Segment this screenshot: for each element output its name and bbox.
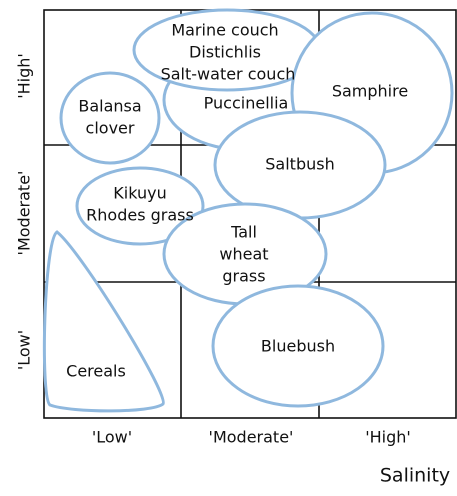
region-label: wheat — [219, 245, 268, 264]
region-label: Kikuyu — [113, 184, 166, 203]
y-axis-label: 'Low' — [15, 330, 34, 370]
region-shape — [59, 71, 161, 165]
region-label: Puccinellia — [204, 94, 289, 113]
region-labels: Puccinellia Marine couch Distichlis Salt… — [66, 21, 408, 381]
region-label: Balansa — [78, 97, 141, 116]
y-axis-label: 'Moderate' — [15, 171, 34, 256]
x-axis-label: 'Low' — [92, 428, 132, 447]
region-shape — [211, 284, 385, 408]
region-label: Salt-water couch — [161, 65, 296, 84]
region-label: Marine couch — [171, 21, 278, 40]
region-label: grass — [222, 267, 265, 286]
x-axis-label: 'Moderate' — [209, 428, 294, 447]
region-label: Samphire — [332, 82, 408, 101]
x-axis-title: Salinity — [380, 465, 450, 487]
region-label: Rhodes grass — [86, 206, 194, 225]
region-label: Cereals — [66, 362, 126, 381]
region-label: clover — [86, 119, 135, 138]
region-label: Saltbush — [265, 155, 334, 174]
region-label: Bluebush — [261, 337, 335, 356]
x-axis-label: 'High' — [365, 428, 411, 447]
y-axis-label: 'High' — [15, 53, 34, 99]
region-shape — [42, 230, 165, 413]
region-label: Tall — [230, 223, 257, 242]
region-label: Distichlis — [189, 43, 261, 62]
region-shape — [75, 166, 205, 246]
axis-labels: 'Low' 'Moderate' 'High' Salinity 'High' … — [15, 53, 451, 486]
regions — [42, 8, 454, 413]
